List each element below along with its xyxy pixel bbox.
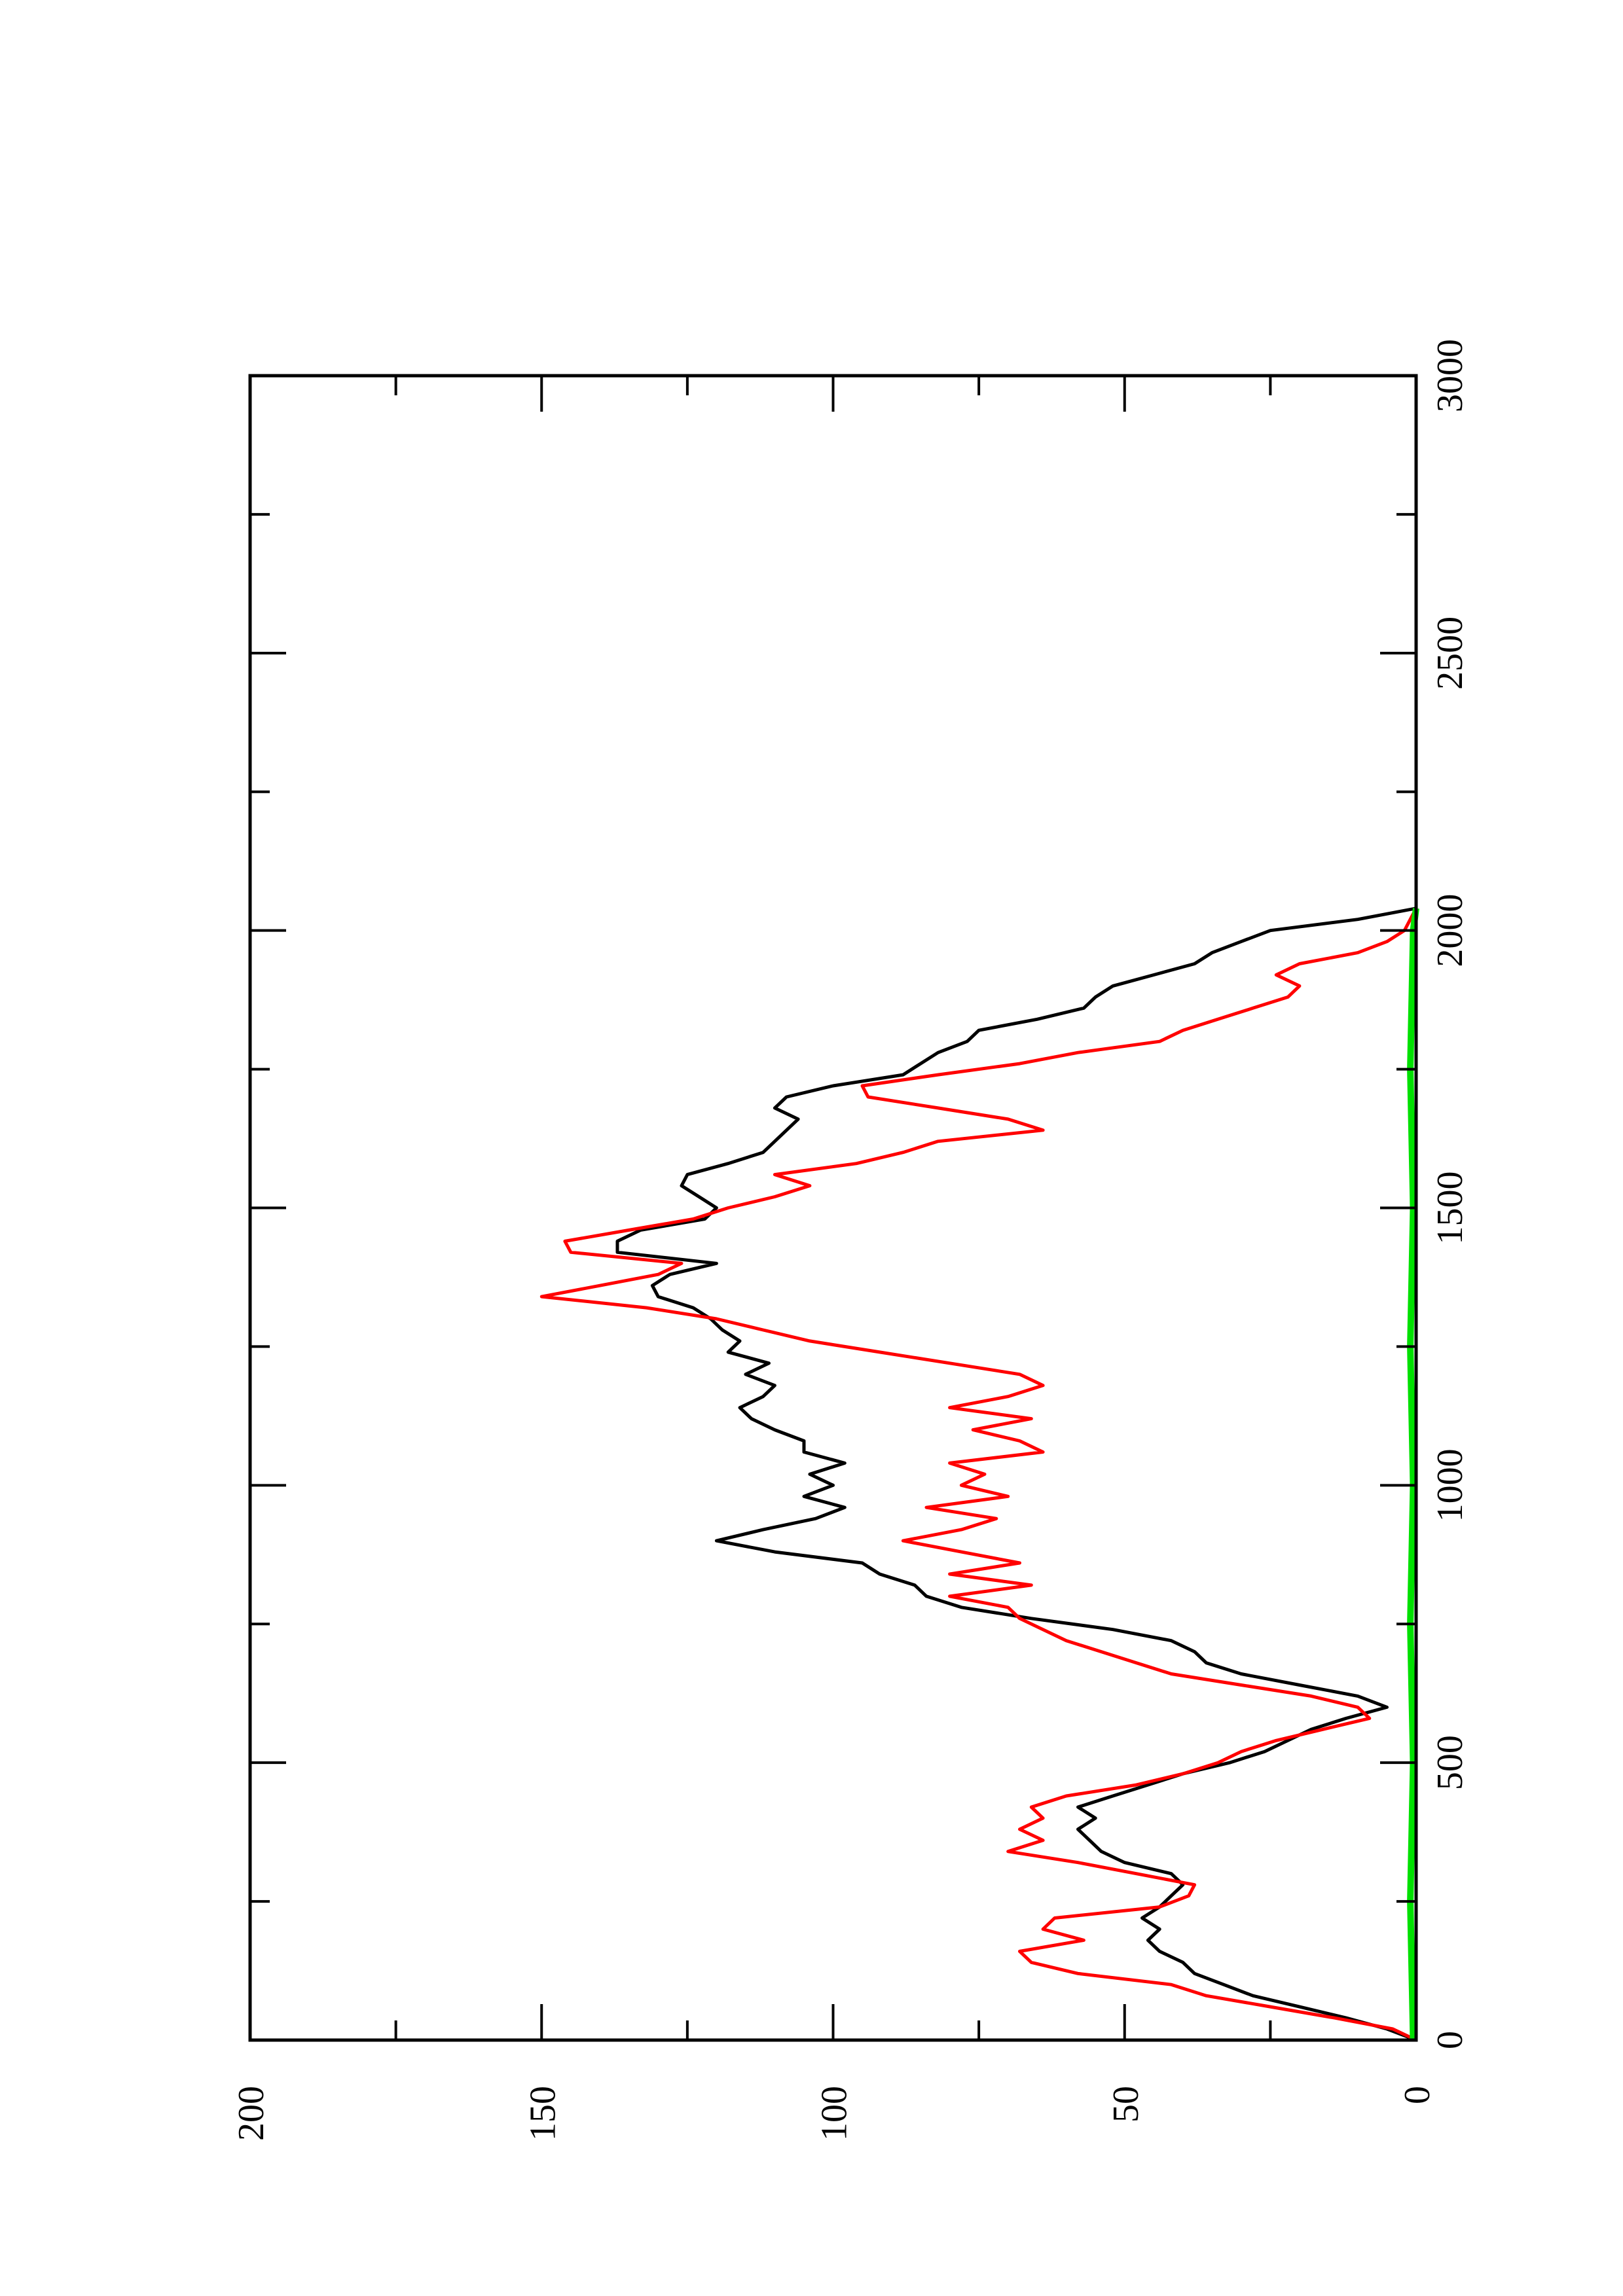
axis-ticks	[249, 374, 1417, 2041]
y-tick-label: 200	[231, 2086, 272, 2141]
plot-frame	[248, 374, 1418, 2042]
y-tick-label: 50	[1106, 2086, 1146, 2123]
x-tick-label: 2000	[1430, 894, 1470, 967]
tick-labels: 0 500 1000 1500 2000 2500 3000 0 50 100 150 200	[231, 339, 1470, 2141]
y-tick-label: 0	[1397, 2086, 1438, 2104]
y-tick-label: 150	[522, 2086, 563, 2141]
x-tick-label: 1000	[1430, 1448, 1470, 1522]
x-tick-label: 3000	[1430, 339, 1470, 412]
series-line-1	[615, 906, 1417, 2042]
series-lines	[539, 906, 1419, 2042]
series-line-2	[539, 907, 1418, 2042]
x-tick-label: 1500	[1430, 1172, 1470, 1245]
y-tick-label: 100	[814, 2086, 855, 2141]
x-tick-label: 500	[1430, 1735, 1470, 1790]
x-tick-label: 0	[1430, 2031, 1470, 2049]
series-line-3	[1407, 908, 1419, 2041]
x-tick-label: 2500	[1430, 617, 1470, 690]
